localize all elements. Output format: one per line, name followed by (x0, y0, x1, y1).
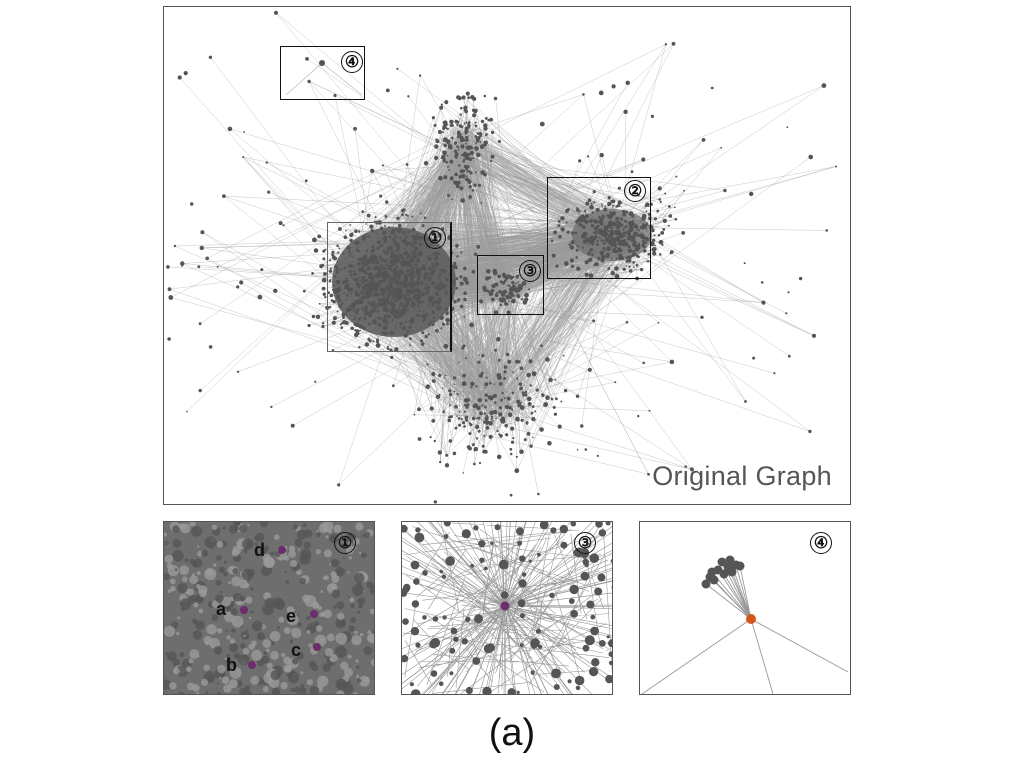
region-box-3 (477, 255, 544, 315)
node-e (310, 610, 318, 618)
node-label-c: c (291, 640, 302, 660)
edge-layer (641, 559, 849, 694)
original-graph-panel: ④ ① ② ③ Original Graph (163, 6, 851, 505)
inset-panel-3: ③ (401, 521, 613, 695)
hub-node (500, 601, 510, 611)
inset-graph-3 (402, 522, 612, 694)
region-label-2: ② (624, 180, 646, 202)
region-box-4 (280, 46, 365, 100)
inset-label-1: ① (334, 532, 356, 554)
node-c (313, 643, 321, 651)
inset-graph-4 (641, 555, 849, 694)
region-label-3: ③ (519, 260, 541, 282)
region-label-1: ① (424, 227, 446, 249)
inset-label-3: ③ (574, 532, 596, 554)
node-layer (402, 522, 612, 694)
node-b (248, 661, 256, 669)
node-layer (701, 555, 745, 589)
node-layer (164, 522, 374, 694)
node-label-e: e (286, 606, 297, 626)
node-d (278, 546, 286, 554)
network-graph (166, 10, 837, 504)
region-box-2 (547, 177, 651, 279)
inset-panel-1: ① a b c d e (163, 521, 375, 695)
node-layer (166, 10, 837, 504)
node-a (240, 606, 248, 614)
region-box-1 (327, 222, 452, 352)
region-label-4: ④ (341, 51, 363, 73)
inset-label-4: ④ (810, 532, 832, 554)
inset-graph-1 (164, 522, 374, 694)
figure-caption: (a) (488, 712, 536, 754)
node-label-b: b (226, 655, 237, 675)
graph-title: Original Graph (652, 461, 832, 491)
node-label-a: a (216, 599, 227, 619)
anchor-node (746, 614, 756, 624)
inset-panel-4: ④ (639, 521, 851, 695)
node-label-d: d (254, 540, 265, 560)
